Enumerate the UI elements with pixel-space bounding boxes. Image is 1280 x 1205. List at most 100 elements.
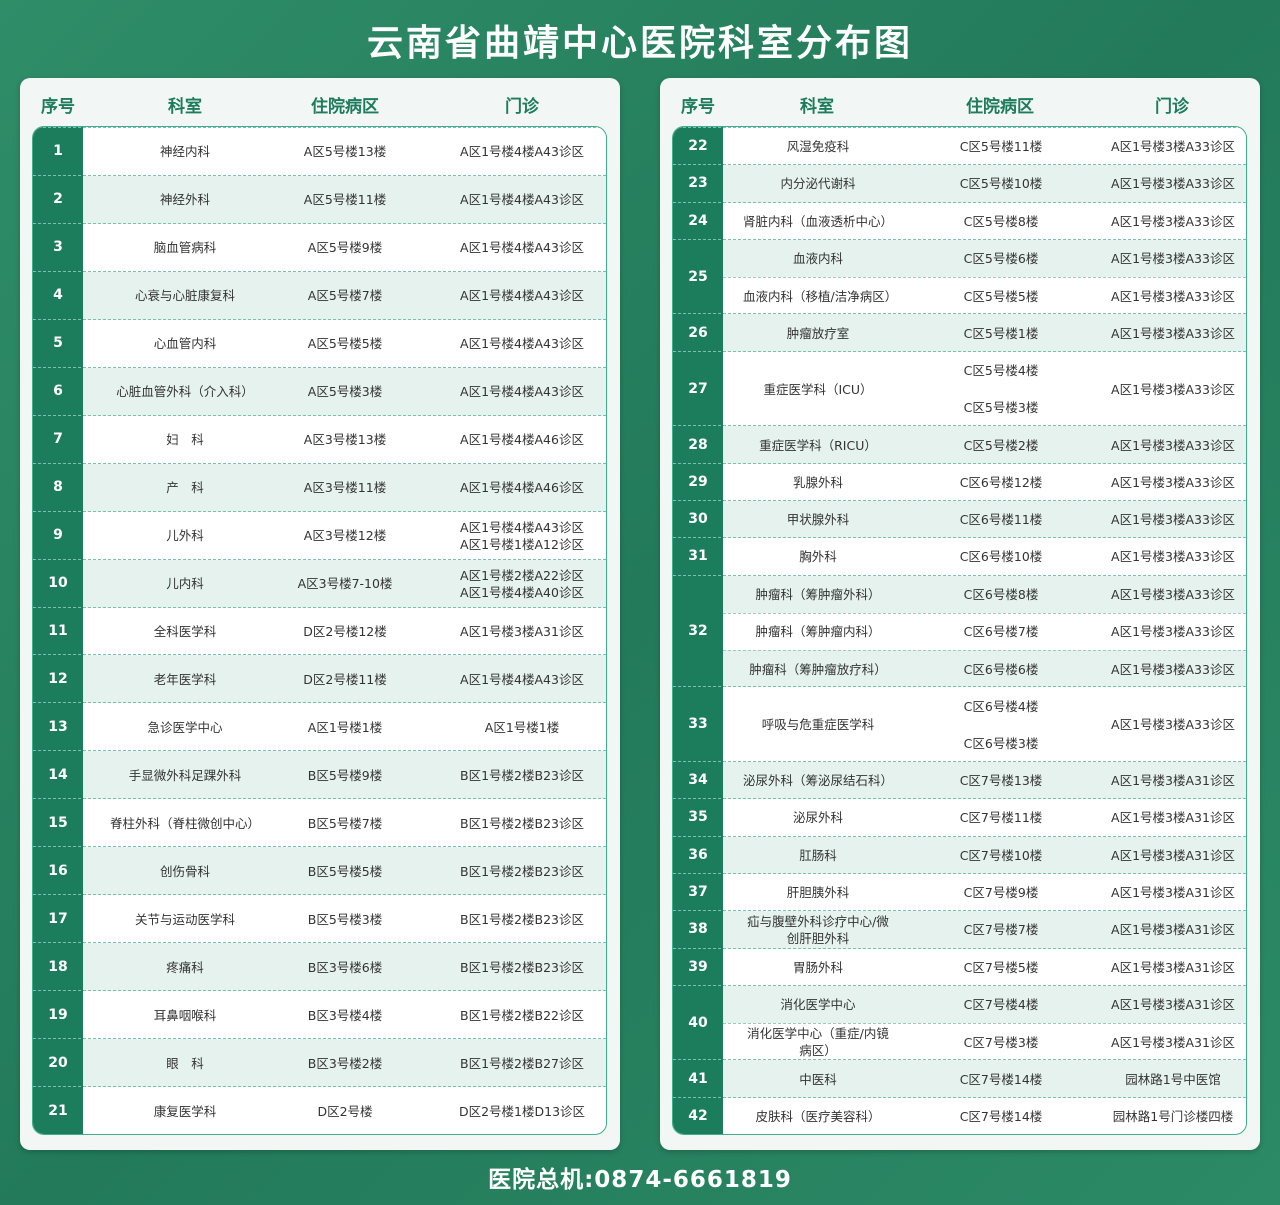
ward-cell: D区2号楼11楼 [303,655,386,703]
ward-location: C区5号楼6楼 [963,251,1039,267]
ward-cell: C区6号楼12楼 [960,464,1043,501]
clinic-location: A区1号楼3楼A31诊区 [1111,1034,1235,1050]
row-number: 14 [48,766,68,783]
clinic-cell: A区1号楼4楼A43诊区 [460,655,584,703]
clinic-location: A区1号楼3楼A31诊区 [1111,996,1235,1012]
ward-cell: C区7号楼14楼 [960,1060,1043,1097]
header-num: 序号 [41,97,75,117]
ward-cell: C区6号楼7楼 [964,614,1039,650]
number-column [673,127,723,1134]
department-name: 肿瘤科（筹肿瘤外科） [755,586,881,602]
clinic-location: A区1号楼3楼A33诊区 [1111,288,1235,304]
ward-location: A区5号楼3楼 [307,384,383,400]
right-table-body: 22 风湿免疫科 C区5号楼11楼 A区1号楼3楼A33诊区 23 内分泌代谢科 C区5号楼… [672,126,1247,1135]
clinic-location: A区1号楼4楼A43诊区 [460,240,584,256]
table-row: 6 心脏血管外科（介入科） A区5号楼3楼 A区1号楼4楼A43诊区 [33,366,606,416]
table-row: 12 老年医学科 D区2号楼11楼 A区1号楼4楼A43诊区 [33,654,606,704]
row-number: 34 [688,772,708,789]
row-number: 11 [48,622,68,639]
row-number: 18 [48,958,68,975]
ward-cell: B区5号楼5楼 [308,847,382,895]
clinic-cell: A区1号楼4楼A43诊区 [460,320,584,368]
department-entry: 重症医学科（RICU） C区5号楼2楼 A区1号楼3楼A33诊区 [723,426,1246,464]
clinic-cell: D区2号楼1楼D13诊区 [459,1087,585,1134]
department-entry: 眼 科 B区3号楼2楼 B区1号楼2楼B27诊区 [83,1039,606,1088]
table-row: 33 呼吸与危重症医学科 C区6号楼4楼 C区6号楼3楼 A区1号楼3楼A33诊区 [673,686,1246,761]
clinic-cell: A区1号楼3楼A33诊区 [1111,165,1235,202]
department-name: 疼痛科 [166,959,204,975]
table-row: 1 神经内科 A区5号楼13楼 A区1号楼4楼A43诊区 [33,127,606,175]
row-number: 13 [48,718,68,735]
department-name: 心血管内科 [153,336,217,352]
department-entry: 中医科 C区7号楼14楼 园林路1号中医馆 [723,1060,1246,1098]
department-entry: 重症医学科（ICU） C区5号楼4楼 C区5号楼3楼 A区1号楼3楼A33诊区 [723,352,1246,427]
department-entry: 妇 科 A区3号楼13楼 A区1号楼4楼A46诊区 [83,416,606,464]
table-row: 5 心血管内科 A区5号楼5楼 A区1号楼4楼A43诊区 [33,318,606,368]
clinic-location: A区1号楼4楼A43诊区 [460,671,584,687]
ward-location: B区3号楼2楼 [307,1055,383,1071]
department-name: 风湿免疫科 [786,139,850,155]
clinic-cell: A区1号楼3楼A31诊区 [1111,986,1235,1023]
department-name: 胃肠外科 [792,959,843,975]
department-entry: 疝与腹壁外科诊疗中心/微创肝胆外科 C区7号楼7楼 A区1号楼3楼A31诊区 [723,911,1246,949]
clinic-location: A区1号楼4楼A43诊区 [460,519,584,535]
clinic-cell: A区1号楼3楼A33诊区 [1111,464,1235,501]
ward-location: C区7号楼9楼 [963,885,1039,901]
row-number: 19 [48,1006,68,1023]
ward-cell: A区3号楼12楼 [304,512,386,560]
department-name: 肝胆胰外科 [786,885,850,901]
department-entry: 肝胆胰外科 C区7号楼9楼 A区1号楼3楼A31诊区 [723,874,1246,911]
row-number: 31 [688,548,708,565]
ward-location: C区5号楼8楼 [963,213,1039,229]
row-number: 35 [688,809,708,826]
department-entry: 心衰与心脏康复科 A区5号楼7楼 A区1号楼4楼A43诊区 [83,271,606,320]
row-number: 12 [48,670,68,687]
ward-cell: C区6号楼11楼 [960,501,1043,538]
ward-location: B区5号楼3楼 [307,911,383,927]
ward-location: C区6号楼4楼 [963,698,1039,714]
ward-location: B区5号楼9楼 [307,767,383,783]
clinic-cell: A区1号楼3楼A33诊区 [1111,426,1235,463]
department-name: 肛肠科 [799,847,837,863]
ward-cell: D区2号楼 [317,1087,372,1134]
row-number: 37 [688,884,708,901]
ward-location: A区5号楼11楼 [303,192,387,208]
clinic-location: A区1号楼3楼A31诊区 [1111,847,1235,863]
table-row: 42 皮肤科（医疗美容科） C区7号楼14楼 园林路1号门诊楼四楼 [673,1096,1246,1134]
clinic-cell: A区1号楼3楼A31诊区 [1111,911,1235,948]
clinic-location: A区1号楼4楼A46诊区 [460,480,584,496]
table-row: 40 消化医学中心 C区7号楼4楼 A区1号楼3楼A31诊区 消化医学中心（重症/内镜病… [673,984,1246,1060]
department-entry: 呼吸与危重症医学科 C区6号楼4楼 C区6号楼3楼 A区1号楼3楼A33诊区 [723,687,1246,762]
table-row: 19 耳鼻咽喉科 B区3号楼4楼 B区1号楼2楼B22诊区 [33,990,606,1038]
ward-location: C区5号楼10楼 [959,176,1043,192]
department-entry: 产 科 A区3号楼11楼 A区1号楼4楼A46诊区 [83,463,606,512]
ward-cell: C区5号楼5楼 [964,278,1039,314]
clinic-cell: A区1号楼3楼A31诊区 [460,608,584,656]
clinic-location: A区1号楼1楼A12诊区 [460,536,584,552]
header-dept: 科室 [168,97,202,117]
row-number: 16 [48,862,68,879]
row-number: 15 [48,814,68,831]
table-row: 4 心衰与心脏康复科 A区5号楼7楼 A区1号楼4楼A43诊区 [33,270,606,320]
ward-cell: A区5号楼7楼 [308,272,382,320]
clinic-location: A区1号楼3楼A33诊区 [1111,717,1235,733]
table-row: 37 肝胆胰外科 C区7号楼9楼 A区1号楼3楼A31诊区 [673,872,1246,911]
clinic-location: 园林路1号中医馆 [1125,1071,1221,1087]
clinic-cell: A区1号楼4楼A43诊区 [460,224,584,272]
ward-location: A区1号楼1楼 [307,719,383,735]
clinic-cell: A区1号楼4楼A43诊区 [460,128,584,176]
ward-cell: C区7号楼5楼 [964,949,1039,986]
ward-location: C区5号楼5楼 [963,288,1039,304]
clinic-cell: A区1号楼3楼A33诊区 [1111,687,1235,762]
ward-cell: C区7号楼4楼 [964,986,1039,1023]
clinic-cell: A区1号楼3楼A31诊区 [1111,949,1235,986]
clinic-location: A区1号楼3楼A33诊区 [1111,176,1235,192]
department-name: 内分泌代谢科 [780,176,856,192]
table-header: 序号 科室 住院病区 门诊 [660,78,1260,126]
ward-cell: C区7号楼14楼 [960,1098,1043,1134]
department-name: 神经内科 [159,144,211,160]
row-number: 25 [688,268,708,285]
row-number: 3 [53,239,63,256]
table-row: 28 重症医学科（RICU） C区5号楼2楼 A区1号楼3楼A33诊区 [673,425,1246,464]
department-name: 肾脏内科（血液透析中心） [743,213,894,229]
